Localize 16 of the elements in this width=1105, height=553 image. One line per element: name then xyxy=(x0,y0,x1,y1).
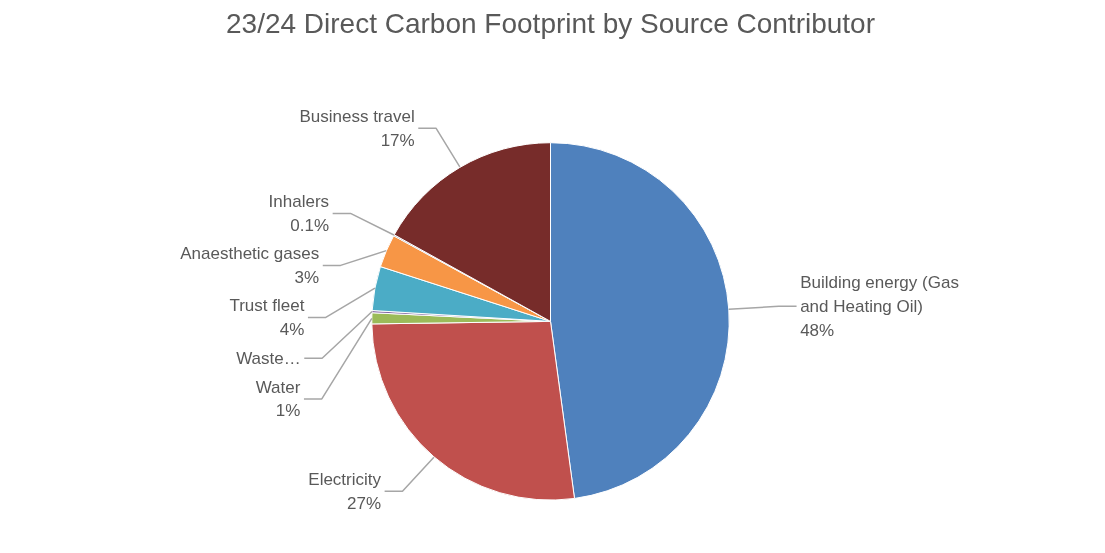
slice-label: Building energy (Gas and Heating Oil) xyxy=(800,273,959,316)
data-label: 4% xyxy=(279,319,305,339)
data-label: 0.1% xyxy=(290,215,330,235)
slice-label: Water xyxy=(255,377,301,397)
data-label: 17% xyxy=(380,130,415,150)
data-label: 1% xyxy=(275,401,301,421)
slice-label: Business travel xyxy=(299,106,415,126)
slice-label: Inhalers xyxy=(268,192,330,212)
slice-label: Electricity xyxy=(308,469,382,489)
chart-title: 23/24 Direct Carbon Footprint by Source Contributor xyxy=(226,7,875,39)
slice-label: Anaesthetic gases xyxy=(180,244,320,264)
data-label: 48% xyxy=(800,320,835,340)
data-label: 27% xyxy=(347,493,382,513)
slice-label: Trust fleet xyxy=(229,296,305,316)
data-label: 3% xyxy=(294,267,320,287)
slice-label: Waste… xyxy=(236,348,301,368)
